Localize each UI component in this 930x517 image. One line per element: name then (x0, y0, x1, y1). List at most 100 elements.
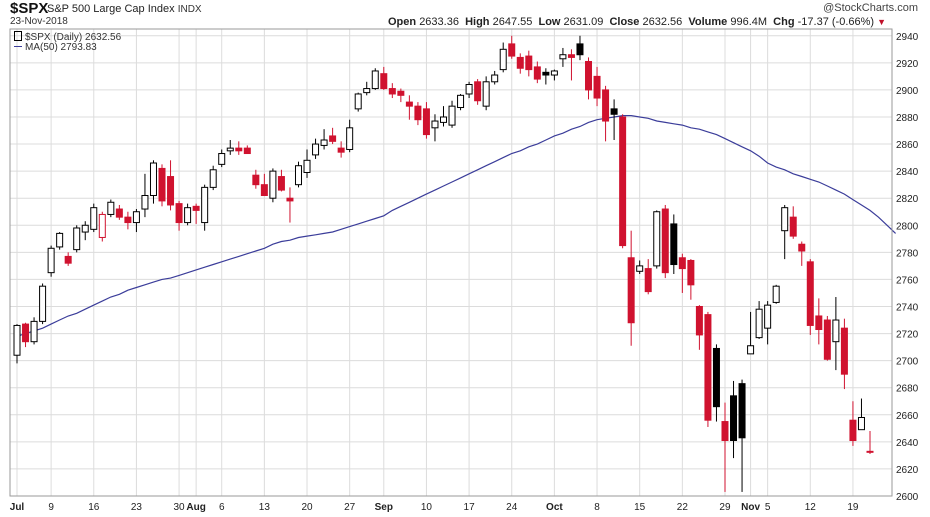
candle-body (209, 169, 217, 188)
candle-body (806, 261, 814, 326)
candle (695, 305, 703, 350)
candle (619, 114, 627, 249)
candle-body (525, 55, 533, 71)
x-tick-label: 20 (301, 502, 313, 513)
candle-body (764, 304, 772, 329)
candle-body (567, 54, 575, 58)
candle-body (712, 347, 720, 408)
chg-label: Chg (773, 16, 795, 28)
candle-body (13, 324, 21, 356)
candle-body (499, 48, 507, 71)
candle-body (47, 247, 55, 274)
candle (465, 81, 473, 99)
candle-body (184, 207, 192, 224)
x-tick-label: 5 (765, 502, 771, 513)
candle-body (158, 167, 166, 202)
index-name: S&P 500 Large Cap Index INDX (47, 3, 202, 15)
candle (30, 317, 38, 345)
candle-body (738, 383, 746, 439)
candle (610, 99, 618, 140)
x-tick-label: 23 (131, 502, 143, 513)
line-icon (14, 46, 22, 47)
candle-body (627, 257, 635, 324)
y-tick-label: 2600 (896, 492, 919, 503)
candle-body (252, 174, 260, 186)
candle (175, 200, 183, 231)
candle-icon (14, 31, 22, 41)
x-tick-label: 27 (344, 502, 356, 513)
candle (627, 230, 635, 346)
candle (388, 83, 396, 99)
candle-body (294, 165, 302, 186)
candle-body (107, 201, 115, 215)
candle-body (823, 319, 831, 360)
candle (286, 187, 294, 223)
candle-body (124, 216, 132, 224)
x-tick-label: Nov (741, 502, 760, 513)
candle-body (30, 320, 38, 343)
candle (363, 81, 371, 96)
candle-body (132, 211, 140, 224)
candle (252, 169, 260, 189)
candle-body (533, 66, 541, 80)
candle-body (269, 170, 277, 199)
candle (115, 204, 123, 220)
ohlc-summary: Open 2633.36 High 2647.55 Low 2631.09 Cl… (388, 16, 886, 28)
x-tick-label: 10 (421, 502, 433, 513)
candle (380, 66, 388, 90)
candle (533, 61, 541, 84)
down-arrow-icon: ▼ (877, 17, 887, 27)
candle-body (593, 75, 601, 99)
candle (235, 141, 243, 155)
legend-ma: MA(50) 2793.83 (14, 42, 97, 53)
low-value: 2631.09 (563, 16, 604, 28)
candle-body (636, 265, 644, 272)
candle-body (781, 207, 789, 232)
candle-body (397, 90, 405, 96)
candle (798, 241, 806, 266)
y-tick-label: 2840 (896, 167, 919, 178)
candle-body (670, 223, 678, 266)
volume-label: Volume (688, 16, 728, 28)
candle (422, 102, 430, 139)
x-tick-label: 17 (464, 502, 476, 513)
y-tick-label: 2740 (896, 302, 919, 313)
candle (576, 35, 584, 61)
candle (269, 168, 277, 203)
candle (158, 164, 166, 207)
candle (542, 68, 550, 85)
ma-layer (16, 114, 897, 337)
candle (491, 70, 499, 85)
candle (346, 119, 354, 153)
candle-body (465, 83, 473, 95)
candle (90, 203, 98, 233)
candle (482, 76, 490, 111)
candle (414, 102, 422, 126)
candle (738, 379, 746, 492)
candle (260, 173, 268, 196)
candle-body (772, 285, 780, 303)
x-tick-label: 29 (719, 502, 731, 513)
candle (730, 380, 738, 459)
y-tick-label: 2660 (896, 411, 919, 422)
candle (747, 311, 755, 355)
y-tick-label: 2760 (896, 275, 919, 286)
candle-body (448, 105, 456, 126)
candle (712, 344, 720, 422)
candle-body (388, 88, 396, 95)
y-tick-label: 2700 (896, 357, 919, 368)
candle-body (329, 135, 337, 142)
candle-body (98, 213, 106, 238)
candle (56, 232, 64, 250)
candle-body (380, 73, 388, 90)
candle-body (559, 54, 567, 60)
candle (303, 149, 311, 178)
candle (226, 139, 234, 155)
candle-body (167, 176, 175, 206)
candle (337, 141, 345, 158)
candle (277, 169, 285, 192)
candle (678, 253, 686, 293)
candle (721, 402, 729, 492)
candle (320, 129, 328, 150)
candle-body (371, 70, 379, 90)
